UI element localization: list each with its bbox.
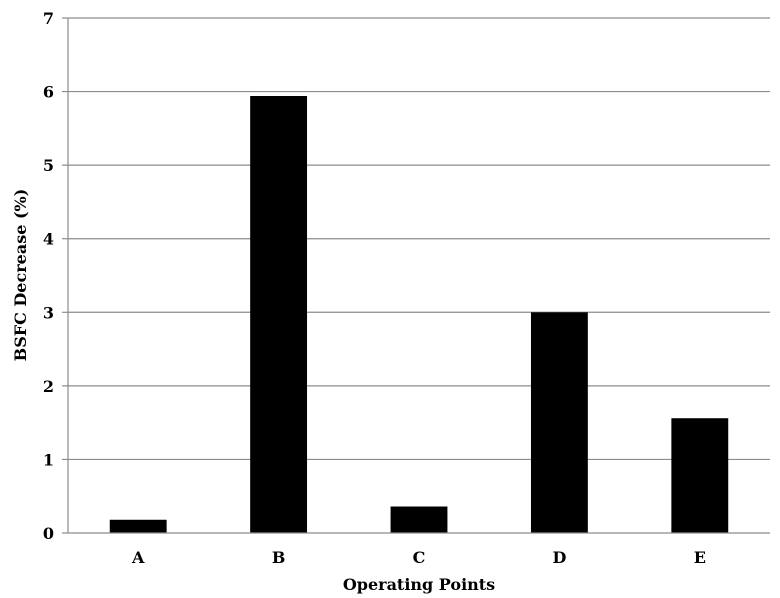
bar-E — [671, 418, 729, 533]
x-tick-label: B — [272, 548, 286, 567]
y-tick-label: 7 — [43, 9, 54, 28]
x-tick-label: E — [694, 548, 706, 567]
y-tick-label: 4 — [43, 230, 54, 249]
bar-C — [390, 506, 448, 533]
gridlines — [68, 17, 770, 461]
axes — [62, 17, 770, 534]
x-tick-label: D — [552, 548, 566, 567]
x-tick-label: A — [131, 548, 145, 567]
bar-D — [530, 312, 588, 533]
x-axis-title: Operating Points — [343, 575, 495, 594]
y-axis-title: BSFC Decrease (%) — [11, 189, 30, 362]
bar-A — [109, 519, 167, 533]
y-tick-labels: 0 1 2 3 4 5 6 7 — [43, 9, 54, 543]
bars — [109, 95, 729, 533]
y-tick-label: 2 — [43, 377, 54, 396]
x-tick-labels: A B C D E — [131, 548, 706, 567]
y-tick-label: 3 — [43, 303, 54, 322]
y-tick-label: 6 — [43, 83, 54, 102]
y-tick-label: 0 — [43, 524, 54, 543]
bar-B — [250, 95, 308, 533]
y-tick-label: 1 — [43, 450, 54, 469]
y-tick-label: 5 — [43, 156, 54, 175]
x-tick-label: C — [413, 548, 426, 567]
